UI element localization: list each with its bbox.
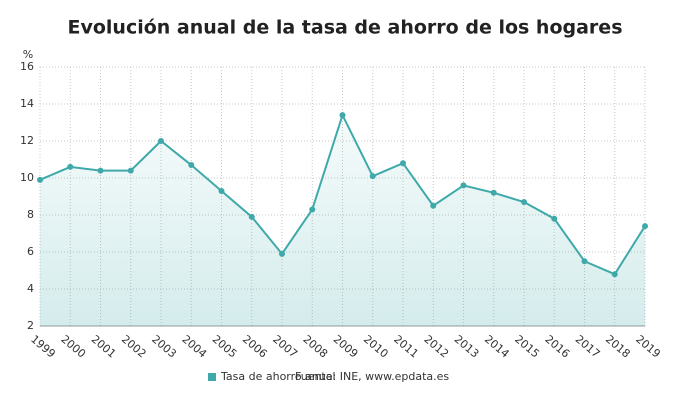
x-tick-label: 2012 — [421, 333, 451, 361]
point — [430, 202, 437, 209]
y-axis-label: % — [23, 48, 33, 61]
y-tick-label: 16 — [20, 60, 34, 73]
x-tick-label: 2018 — [603, 333, 633, 361]
point — [279, 250, 285, 257]
legend-label: Tasa de ahorro anual — [220, 370, 336, 383]
y-tick-label: 2 — [27, 319, 34, 332]
x-tick-label: 2011 — [391, 333, 421, 361]
x-tick-label: 2006 — [240, 333, 270, 361]
point — [37, 176, 43, 183]
point — [581, 258, 588, 265]
point — [339, 112, 346, 119]
x-tick-label: 2008 — [300, 333, 330, 361]
y-tick-label: 10 — [20, 171, 34, 184]
x-tick-label: 2015 — [512, 333, 542, 361]
point — [611, 271, 618, 278]
x-tick-label: 2007 — [270, 333, 300, 361]
x-tick-label: 1999 — [28, 333, 58, 361]
point — [248, 213, 255, 220]
point — [551, 215, 558, 222]
x-tick-label: 2003 — [149, 333, 179, 361]
x-tick-label: 2019 — [633, 333, 663, 361]
y-tick-label: 4 — [27, 282, 34, 295]
y-tick-label: 12 — [20, 134, 34, 147]
point — [400, 160, 406, 167]
x-tick-label: 2002 — [119, 333, 149, 361]
point — [97, 167, 104, 174]
point — [490, 189, 497, 196]
point — [188, 162, 195, 169]
x-tick-label: 2010 — [361, 333, 391, 361]
x-tick-label: 2005 — [210, 333, 240, 361]
x-tick-label: 2004 — [179, 333, 209, 361]
x-tick-label: 2009 — [331, 333, 361, 361]
y-tick-label: 6 — [27, 245, 34, 258]
y-tick-label: 14 — [20, 97, 34, 110]
point — [127, 167, 134, 174]
point — [369, 173, 376, 180]
legend-marker — [208, 373, 216, 381]
y-tick-label: 8 — [27, 208, 34, 221]
point — [158, 138, 164, 144]
point — [67, 163, 74, 170]
x-tick-label: 2001 — [89, 333, 119, 361]
x-tick-label: 2016 — [542, 333, 572, 361]
x-tick-label: 2013 — [452, 333, 482, 361]
point — [521, 199, 527, 206]
x-tick-label: 2017 — [573, 333, 603, 361]
source: Fuente: INE, www.epdata.es — [295, 370, 449, 383]
point — [309, 206, 316, 213]
chart-title: Evolución anual de la tasa de ahorro de … — [67, 17, 622, 39]
point — [460, 182, 467, 189]
point — [642, 223, 648, 230]
x-tick-label: 2014 — [482, 333, 512, 361]
point — [218, 187, 225, 194]
x-tick-label: 2000 — [58, 333, 88, 361]
